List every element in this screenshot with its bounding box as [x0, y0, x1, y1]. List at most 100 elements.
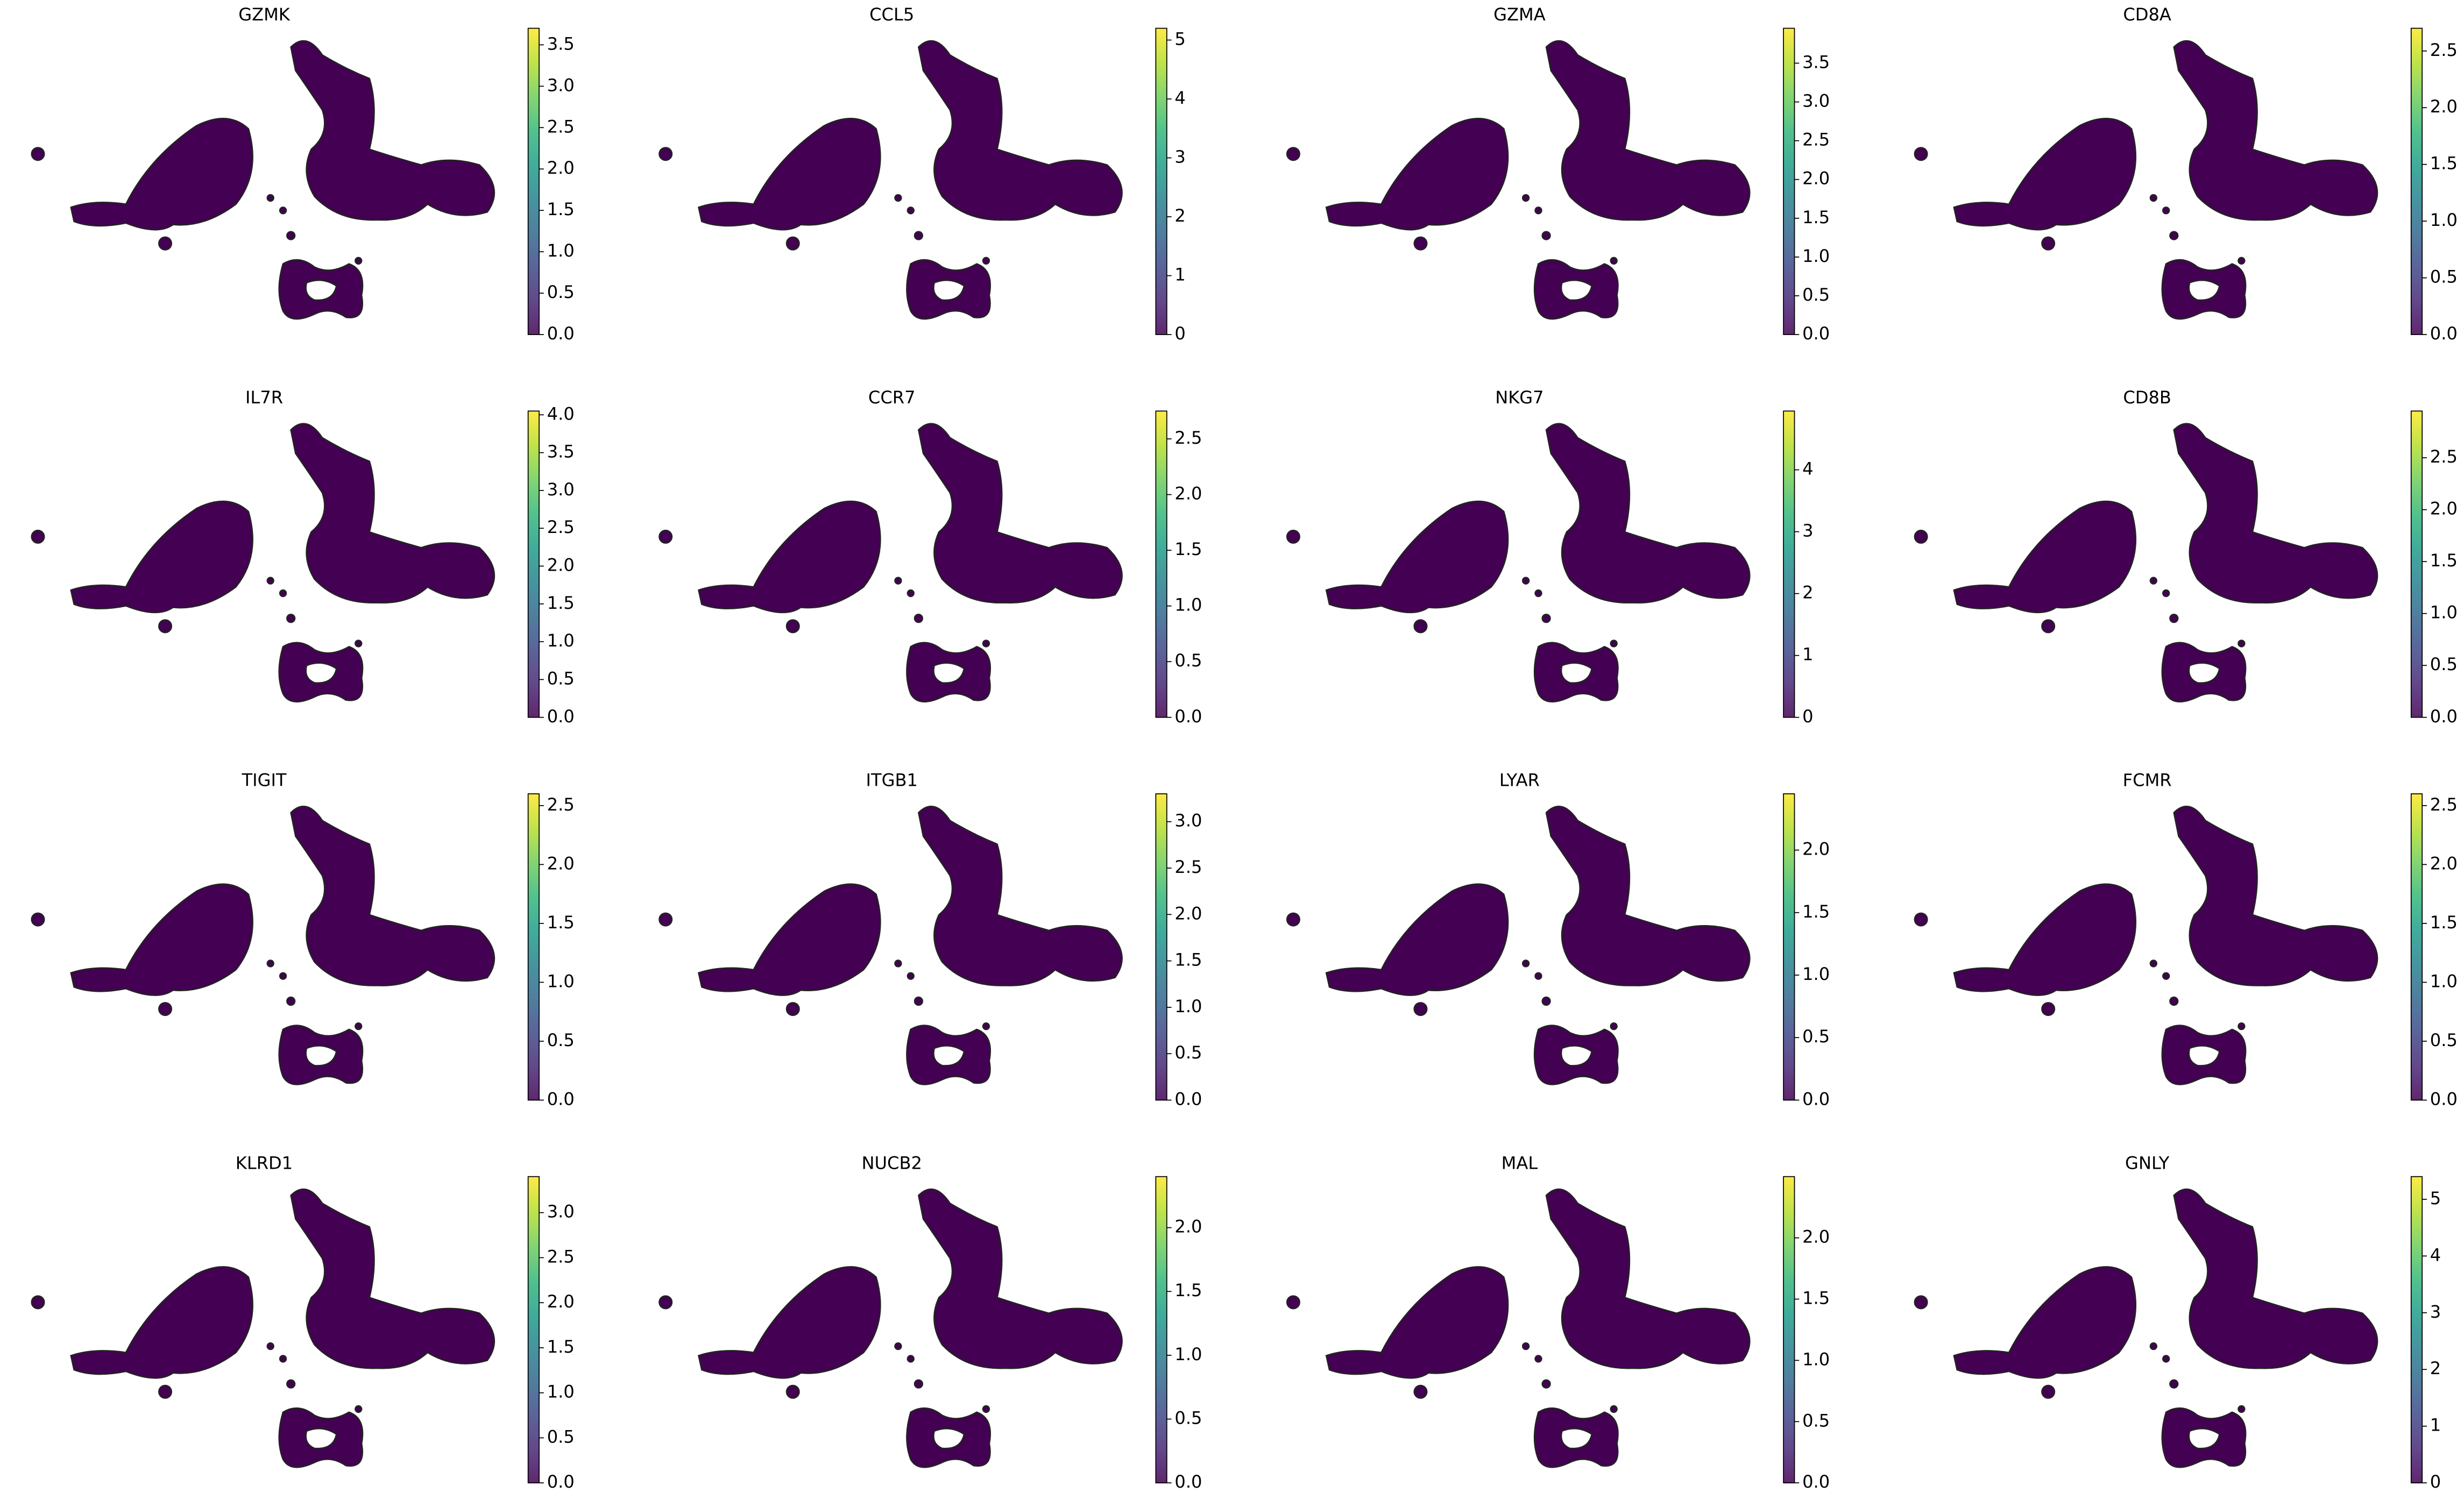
colorbar-tick-label: 0.0: [2430, 323, 2458, 344]
colorbar: [2410, 410, 2423, 718]
colorbar-tick-label: 5: [1174, 29, 1185, 49]
colorbar-tick-label: 3.0: [1174, 811, 1202, 831]
colorbar-tick-label: 2: [1174, 205, 1185, 226]
cluster-outline: [2161, 642, 2247, 703]
cluster-outline: [31, 529, 45, 544]
colorbar-tick-label: 1.0: [1802, 964, 1830, 984]
colorbar-tick-label: 0.5: [547, 1426, 575, 1447]
cluster-outline: [982, 639, 990, 648]
colorbar-tick-label: 0: [2430, 1471, 2441, 1492]
cluster-outline: [907, 207, 915, 215]
colorbar-tick-label: 0.0: [547, 706, 575, 727]
colorbar-tick-label: 1.5: [547, 1337, 575, 1357]
cluster-outline: [1953, 883, 2136, 996]
colorbar-tick-label: 1.5: [2430, 912, 2458, 933]
cluster-outline: [266, 577, 274, 585]
panel-title: FCMR: [2123, 770, 2172, 791]
colorbar-tick-label: 2: [1802, 582, 1813, 603]
colorbar-tick-label: 3: [1174, 147, 1185, 167]
panel-title: CD8B: [2123, 387, 2171, 408]
colorbar-tick-label: 2.5: [2430, 794, 2458, 815]
cluster-outline: [2162, 1355, 2170, 1363]
colorbar-tick-label: 2.5: [1802, 130, 1830, 150]
colorbar-tick-label: 1.5: [1802, 207, 1830, 228]
colorbar-tick-label: 3: [1802, 521, 1813, 541]
cluster-outline: [1521, 577, 1530, 585]
cluster-outline: [1286, 147, 1300, 161]
cluster-outline: [906, 1407, 991, 1468]
colorbar-tick-label: 1: [1802, 644, 1813, 665]
cluster-outline: [355, 639, 363, 648]
panel-title: GZMA: [1493, 4, 1546, 25]
cluster-outline: [659, 1295, 673, 1310]
cluster-outline: [1413, 1384, 1428, 1399]
colorbar-tick-label: 4: [1174, 88, 1185, 108]
colorbar-tick-label: 1.0: [547, 971, 575, 991]
cluster-outline: [1286, 912, 1300, 927]
colorbar-tick-label: 2.0: [547, 555, 575, 575]
cluster-outline: [1610, 257, 1618, 265]
panel: ITGB1 0.0 0.5 1.0 1.5 2.0 2.5 3.0: [659, 770, 1202, 1109]
colorbar-tick-label: 2.0: [1174, 484, 1202, 504]
colorbar-tick-label: 1.0: [1174, 595, 1202, 615]
colorbar-tick-label: 5: [2430, 1188, 2441, 1208]
cluster-outline: [286, 996, 296, 1006]
colorbar-tick-label: 2.0: [2430, 96, 2458, 117]
colorbar-tick-label: 0.0: [1174, 706, 1202, 727]
cluster-outline: [278, 259, 364, 320]
cluster-outline: [1413, 619, 1428, 634]
cluster-outline: [2161, 259, 2247, 320]
cluster-outline: [355, 1405, 363, 1413]
colorbar-tick-label: 1.0: [1802, 1349, 1830, 1369]
cluster-outline: [290, 423, 495, 604]
colorbar-tick-label: 1.0: [547, 1382, 575, 1402]
cluster-outline: [785, 236, 800, 251]
panel-title: LYAR: [1499, 770, 1540, 791]
colorbar-tick-label: 2.5: [547, 794, 575, 815]
colorbar-tick-label: 2.0: [547, 158, 575, 178]
cluster-outline: [1545, 423, 1751, 604]
cluster-outline: [907, 1355, 915, 1363]
cluster-outline: [355, 257, 363, 265]
cluster-outline: [70, 883, 253, 996]
colorbar: [527, 1176, 540, 1484]
cluster-outline: [1534, 589, 1542, 598]
cluster-outline: [906, 1025, 991, 1085]
cluster-outline: [1286, 1295, 1300, 1310]
colorbar-tick-label: 4: [1802, 459, 1813, 479]
colorbar-tick-label: 3.0: [547, 75, 575, 95]
colorbar-tick-label: 0.0: [1174, 1089, 1202, 1109]
colorbar-tick-label: 1.5: [1802, 901, 1830, 922]
colorbar-tick-label: 2.0: [2430, 499, 2458, 519]
cluster-outline: [2169, 614, 2179, 623]
cluster-outline: [2149, 959, 2157, 968]
cluster-outline: [1541, 1379, 1551, 1389]
colorbar-tick-label: 1.0: [547, 240, 575, 261]
colorbar-tick-label: 1.5: [2430, 550, 2458, 571]
cluster-outline: [2238, 1405, 2246, 1413]
colorbar-tick-label: 2.0: [2430, 853, 2458, 873]
colorbar-tick-label: 3.0: [547, 1202, 575, 1222]
cluster-outline: [982, 257, 990, 265]
cluster-outline: [158, 1002, 173, 1016]
cluster-outline: [278, 1025, 364, 1085]
colorbar-tick-label: 3.0: [547, 479, 575, 500]
cluster-outline: [982, 1022, 990, 1030]
cluster-outline: [2169, 1379, 2179, 1389]
cluster-outline: [1545, 1188, 1751, 1369]
colorbar-tick-label: 0: [1802, 706, 1813, 727]
colorbar: [1783, 410, 1795, 718]
cluster-outline: [2041, 619, 2056, 634]
panel-title: CCR7: [868, 387, 916, 408]
colorbar-tick-label: 1.5: [547, 199, 575, 219]
cluster-outline: [1325, 883, 1509, 996]
panel: KLRD1 0.0 0.5 1.0 1.5 2.0 2.5 3.0: [31, 1153, 575, 1492]
cluster-outline: [2162, 207, 2170, 215]
cluster-outline: [158, 236, 173, 251]
colorbar-tick-label: 3: [2430, 1302, 2441, 1322]
colorbar-tick-label: 2.5: [547, 116, 575, 137]
cluster-outline: [1953, 500, 2136, 614]
cluster-outline: [2173, 1188, 2378, 1369]
cluster-outline: [279, 1355, 287, 1363]
cluster-outline: [286, 614, 296, 623]
